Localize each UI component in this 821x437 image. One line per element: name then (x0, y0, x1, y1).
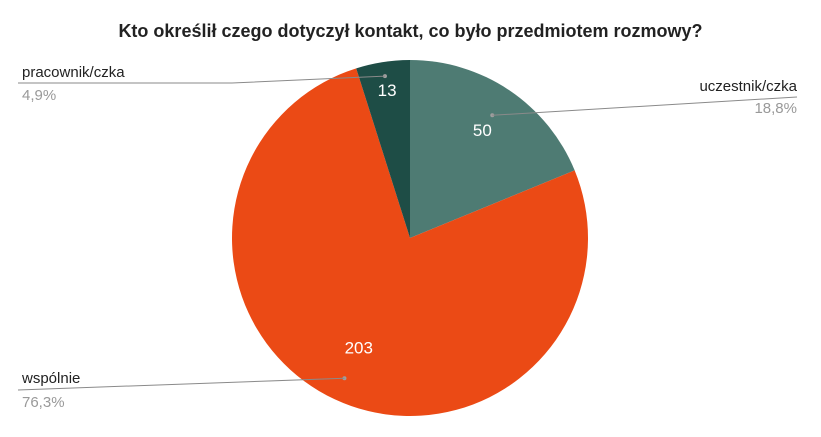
callout-percent-pracownik: 4,9% (22, 87, 57, 104)
callout-percent-uczestnik: 18,8% (754, 100, 797, 117)
callout-label-uczestnik: uczestnik/czka (699, 78, 797, 95)
leader-line-0 (492, 96, 798, 116)
callout-label-pracownik: pracownik/czka (22, 64, 125, 81)
pie-slice-0 (410, 60, 575, 238)
pie-slice-2 (356, 60, 410, 238)
pie-slice-1 (231, 68, 588, 417)
callout-percent-wspolnie: 76,3% (22, 394, 65, 411)
leader-line-1 (17, 377, 345, 391)
chart-title: Kto określił czego dotyczył kontakt, co … (118, 21, 703, 41)
slice-value-label-0: 50 (473, 121, 492, 140)
slice-value-label-1: 203 (345, 339, 373, 358)
callout-label-wspolnie: wspólnie (22, 370, 81, 387)
slice-value-label-2: 13 (378, 81, 397, 100)
leader-line-2 (18, 75, 385, 84)
